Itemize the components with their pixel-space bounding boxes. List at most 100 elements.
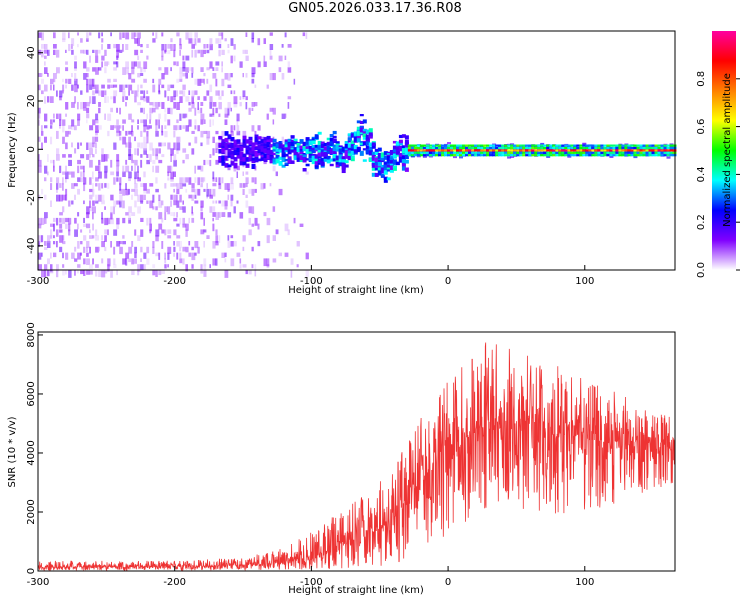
heat-cell bbox=[269, 183, 272, 187]
heat-cell bbox=[615, 154, 620, 157]
heat-cell bbox=[173, 183, 178, 187]
heat-cell bbox=[203, 78, 205, 85]
heat-cell bbox=[386, 164, 391, 168]
heat-cell bbox=[41, 188, 44, 195]
heat-cell bbox=[155, 229, 160, 237]
heat-cell bbox=[269, 152, 274, 157]
heat-cell bbox=[314, 134, 319, 140]
heat-cell bbox=[522, 154, 527, 157]
heat-cell bbox=[167, 84, 171, 91]
heat-cell bbox=[95, 136, 99, 142]
heat-cell bbox=[651, 149, 656, 152]
heat-cell bbox=[404, 146, 409, 151]
heat-cell bbox=[260, 139, 265, 143]
heat-cell bbox=[125, 61, 129, 69]
heat-cell bbox=[50, 119, 53, 125]
heat-cell bbox=[152, 32, 154, 36]
heat-cell bbox=[143, 136, 146, 143]
heat-cell bbox=[80, 154, 85, 159]
heat-cell bbox=[627, 149, 632, 152]
heat-cell bbox=[311, 145, 316, 148]
heat-cell bbox=[38, 235, 42, 243]
heat-cell bbox=[50, 96, 54, 103]
heat-cell bbox=[594, 144, 599, 147]
heat-cell bbox=[170, 38, 173, 43]
heat-cell bbox=[131, 194, 133, 200]
heat-cell bbox=[119, 177, 122, 186]
heat-cell bbox=[221, 212, 226, 217]
heat-cell bbox=[143, 107, 145, 115]
heat-cell bbox=[161, 44, 164, 51]
heat-cell bbox=[666, 156, 671, 159]
heat-cell bbox=[191, 194, 194, 201]
heat-cell bbox=[98, 90, 102, 96]
heat-cell bbox=[356, 120, 361, 124]
heat-cell bbox=[329, 158, 334, 162]
heat-cell bbox=[459, 146, 463, 150]
heat-cell bbox=[50, 136, 53, 145]
heat-cell bbox=[155, 206, 158, 211]
heat-cell bbox=[654, 149, 659, 152]
heat-cell bbox=[567, 154, 572, 157]
heat-cell bbox=[365, 141, 370, 146]
heat-cell bbox=[287, 96, 292, 100]
heat-cell bbox=[56, 188, 58, 193]
heat-cell bbox=[62, 38, 66, 43]
heat-cell bbox=[239, 102, 242, 107]
heat-cell bbox=[645, 151, 650, 154]
heat-cell bbox=[188, 194, 193, 199]
heat-cell bbox=[293, 141, 298, 145]
heat-cell bbox=[371, 157, 376, 161]
heat-cell bbox=[248, 270, 252, 275]
heat-cell bbox=[242, 143, 247, 148]
heat-cell bbox=[558, 144, 563, 147]
heat-cell bbox=[182, 148, 187, 153]
heat-cell bbox=[588, 149, 593, 152]
heat-cell bbox=[248, 136, 253, 141]
heat-cell bbox=[266, 135, 271, 140]
heat-cell bbox=[410, 154, 415, 157]
heat-cell bbox=[68, 223, 71, 232]
heat-cell bbox=[149, 229, 152, 234]
heat-cell bbox=[371, 142, 376, 146]
heat-cell bbox=[474, 154, 479, 157]
heat-cell bbox=[251, 78, 255, 84]
heat-cell bbox=[639, 154, 644, 157]
heat-cell bbox=[419, 151, 424, 154]
heat-cell bbox=[59, 96, 62, 101]
heat-cell bbox=[95, 177, 99, 182]
heat-cell bbox=[104, 217, 109, 226]
heat-cell bbox=[254, 165, 257, 171]
heat-cell bbox=[251, 159, 256, 164]
heat-cell bbox=[239, 96, 242, 100]
heat-cell bbox=[194, 38, 197, 46]
heat-cell bbox=[332, 135, 337, 139]
heat-cell bbox=[344, 164, 349, 168]
heat-cell bbox=[251, 188, 255, 196]
heat-cell bbox=[155, 130, 159, 137]
heat-cell bbox=[86, 113, 90, 119]
heat-cell bbox=[53, 78, 56, 83]
heat-cell bbox=[98, 125, 102, 130]
heat-cell bbox=[89, 84, 93, 90]
heat-cell bbox=[513, 146, 518, 150]
heat-cell bbox=[594, 154, 599, 157]
heat-cell bbox=[329, 163, 334, 167]
spectrogram-x-label: Height of straight line (km) bbox=[288, 285, 424, 296]
heat-cell bbox=[98, 165, 101, 173]
heat-cell bbox=[269, 157, 274, 163]
heat-cell bbox=[212, 258, 217, 266]
heat-cell bbox=[200, 177, 204, 183]
heat-cell bbox=[242, 183, 246, 188]
heat-cell bbox=[347, 143, 352, 148]
heat-cell bbox=[149, 119, 151, 124]
heat-cell bbox=[254, 150, 259, 155]
heat-cell bbox=[290, 270, 293, 278]
heat-cell bbox=[471, 144, 476, 147]
heat-cell bbox=[92, 212, 94, 220]
heat-cell bbox=[362, 119, 367, 124]
heat-cell bbox=[92, 90, 95, 96]
heat-cell bbox=[645, 154, 650, 157]
heat-cell bbox=[194, 165, 196, 174]
heat-cell bbox=[38, 154, 40, 161]
